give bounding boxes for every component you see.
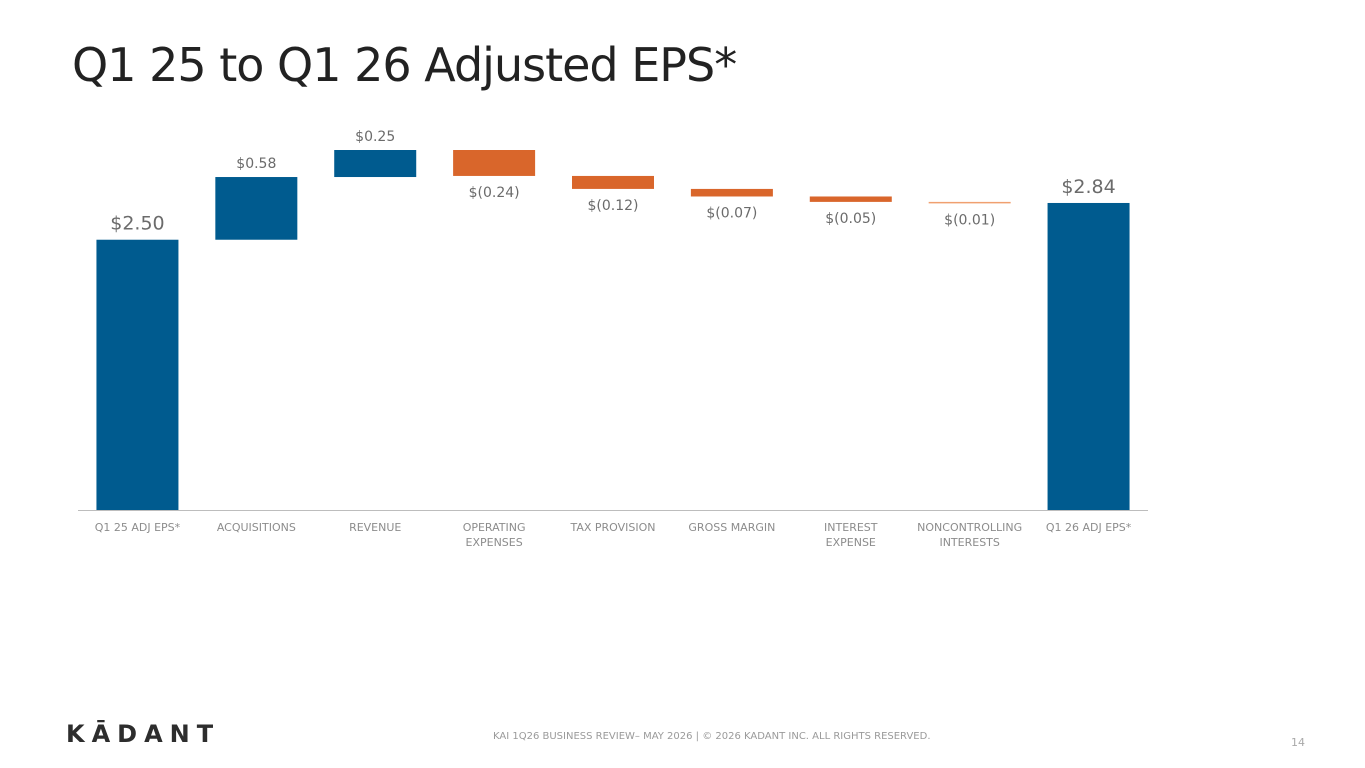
category-label-6: INTEREST EXPENSE <box>824 521 878 549</box>
data-label-8: $2.84 <box>1061 176 1115 198</box>
bar-6 <box>809 196 892 202</box>
category-label-5: GROSS MARGIN <box>688 521 775 534</box>
category-label-7: NONCONTROLLING INTERESTS <box>917 521 1022 549</box>
data-label-0: $2.50 <box>110 213 164 235</box>
data-label-4: $(0.12) <box>587 198 638 214</box>
bar-3 <box>453 150 536 176</box>
category-label-4: TAX PROVISION <box>569 521 655 534</box>
bar-5 <box>690 188 773 197</box>
company-logo: KĀDANT <box>66 720 221 748</box>
category-label-8: Q1 26 ADJ EPS* <box>1046 521 1132 534</box>
data-label-1: $0.58 <box>236 156 276 172</box>
category-label-1: ACQUISITIONS <box>217 521 296 534</box>
footer-text: KAI 1Q26 BUSINESS REVIEW– MAY 2026 | © 2… <box>493 731 931 742</box>
bar-4 <box>572 175 654 189</box>
bar-1 <box>215 177 298 240</box>
bar-7 <box>928 201 1011 204</box>
data-label-6: $(0.05) <box>825 211 876 227</box>
category-label-2: REVENUE <box>349 521 401 534</box>
bar-8 <box>1047 202 1130 511</box>
data-label-2: $0.25 <box>355 129 395 145</box>
data-label-5: $(0.07) <box>706 205 757 221</box>
category-label-0: Q1 25 ADJ EPS* <box>95 521 181 534</box>
bar-2 <box>334 150 417 178</box>
data-label-3: $(0.24) <box>469 185 520 201</box>
data-label-7: $(0.01) <box>944 212 995 228</box>
bar-0 <box>96 239 179 510</box>
page-title: Q1 25 to Q1 26 Adjusted EPS* <box>72 38 737 92</box>
page-number: 14 <box>1291 736 1305 749</box>
category-label-3: OPERATING EXPENSES <box>463 521 526 549</box>
